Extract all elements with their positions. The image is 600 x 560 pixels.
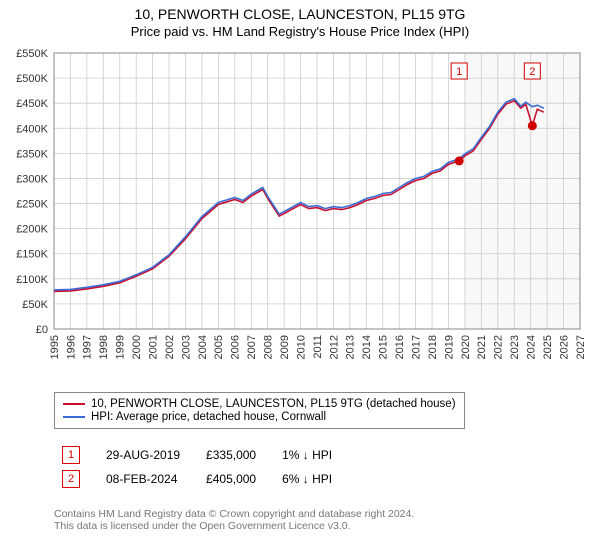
sale-price: £335,000 bbox=[194, 444, 268, 466]
svg-text:£0: £0 bbox=[36, 324, 48, 336]
chart-svg: £0 £50K £100K £150K £200K £250K £300K £350K £400… bbox=[0, 43, 600, 373]
svg-text:2021: 2021 bbox=[476, 335, 488, 359]
svg-text:1995: 1995 bbox=[49, 335, 61, 359]
svg-text:£50K: £50K bbox=[22, 299, 48, 311]
legend-row: 10, PENWORTH CLOSE, LAUNCESTON, PL15 9TG… bbox=[63, 398, 456, 410]
svg-text:2016: 2016 bbox=[394, 335, 406, 359]
svg-text:2027: 2027 bbox=[575, 335, 587, 359]
legend-swatch bbox=[63, 416, 85, 418]
svg-text:£400K: £400K bbox=[16, 123, 48, 135]
legend-label: HPI: Average price, detached house, Corn… bbox=[91, 411, 326, 423]
svg-text:£450K: £450K bbox=[16, 98, 48, 110]
svg-text:£300K: £300K bbox=[16, 173, 48, 185]
svg-text:2000: 2000 bbox=[131, 335, 143, 359]
chart-area: £0 £50K £100K £150K £200K £250K £300K £350K £400… bbox=[0, 43, 600, 373]
footnote-line1: Contains HM Land Registry data © Crown c… bbox=[54, 508, 414, 520]
svg-text:2009: 2009 bbox=[279, 335, 291, 359]
svg-text:£350K: £350K bbox=[16, 148, 48, 160]
legend-row: HPI: Average price, detached house, Corn… bbox=[63, 411, 456, 423]
sale-row: 2 08-FEB-2024£405,0006% ↓ HPI bbox=[50, 468, 344, 490]
sale-marker-badge: 2 bbox=[62, 470, 80, 488]
svg-text:1998: 1998 bbox=[98, 335, 110, 359]
svg-text:£150K: £150K bbox=[16, 249, 48, 261]
svg-text:2023: 2023 bbox=[509, 335, 521, 359]
footnote-line2: This data is licensed under the Open Gov… bbox=[54, 520, 414, 532]
svg-text:£200K: £200K bbox=[16, 224, 48, 236]
svg-text:£100K: £100K bbox=[16, 274, 48, 286]
legend-label: 10, PENWORTH CLOSE, LAUNCESTON, PL15 9TG… bbox=[91, 398, 456, 410]
svg-text:2005: 2005 bbox=[213, 335, 225, 359]
sale-price: £405,000 bbox=[194, 468, 268, 490]
svg-text:2014: 2014 bbox=[361, 335, 373, 359]
legend: 10, PENWORTH CLOSE, LAUNCESTON, PL15 9TG… bbox=[54, 392, 465, 429]
svg-text:2010: 2010 bbox=[295, 335, 307, 359]
svg-text:1: 1 bbox=[456, 66, 462, 78]
svg-text:2007: 2007 bbox=[246, 335, 258, 359]
svg-text:2015: 2015 bbox=[378, 335, 390, 359]
svg-text:2024: 2024 bbox=[526, 335, 538, 359]
svg-text:2006: 2006 bbox=[230, 335, 242, 359]
sale-marker-badge: 1 bbox=[62, 446, 80, 464]
svg-text:£250K: £250K bbox=[16, 199, 48, 211]
svg-text:2013: 2013 bbox=[345, 335, 357, 359]
svg-text:1999: 1999 bbox=[115, 335, 127, 359]
svg-text:2008: 2008 bbox=[263, 335, 275, 359]
svg-text:2001: 2001 bbox=[147, 335, 159, 359]
sale-delta: 1% ↓ HPI bbox=[270, 444, 344, 466]
sales-table: 1 29-AUG-2019£335,0001% ↓ HPI 2 08-FEB-2024… bbox=[48, 442, 346, 492]
svg-text:£500K: £500K bbox=[16, 73, 48, 85]
svg-text:2017: 2017 bbox=[410, 335, 422, 359]
svg-text:2026: 2026 bbox=[558, 335, 570, 359]
sale-date: 08-FEB-2024 bbox=[94, 468, 192, 490]
svg-text:2012: 2012 bbox=[328, 335, 340, 359]
svg-text:2003: 2003 bbox=[180, 335, 192, 359]
legend-swatch bbox=[63, 403, 85, 405]
sale-row: 1 29-AUG-2019£335,0001% ↓ HPI bbox=[50, 444, 344, 466]
sale-date: 29-AUG-2019 bbox=[94, 444, 192, 466]
svg-text:2004: 2004 bbox=[197, 335, 209, 359]
chart-title: 10, PENWORTH CLOSE, LAUNCESTON, PL15 9TG bbox=[0, 0, 600, 22]
svg-text:£550K: £550K bbox=[16, 48, 48, 60]
svg-text:1996: 1996 bbox=[65, 335, 77, 359]
svg-text:2019: 2019 bbox=[443, 335, 455, 359]
sale-delta: 6% ↓ HPI bbox=[270, 468, 344, 490]
svg-text:2018: 2018 bbox=[427, 335, 439, 359]
svg-text:1997: 1997 bbox=[82, 335, 94, 359]
svg-text:2025: 2025 bbox=[542, 335, 554, 359]
svg-text:2022: 2022 bbox=[493, 335, 505, 359]
svg-text:2: 2 bbox=[529, 66, 535, 78]
footnote: Contains HM Land Registry data © Crown c… bbox=[54, 508, 414, 532]
svg-text:2002: 2002 bbox=[164, 335, 176, 359]
svg-text:2020: 2020 bbox=[460, 335, 472, 359]
chart-subtitle: Price paid vs. HM Land Registry's House … bbox=[0, 22, 600, 43]
svg-text:2011: 2011 bbox=[312, 335, 324, 359]
